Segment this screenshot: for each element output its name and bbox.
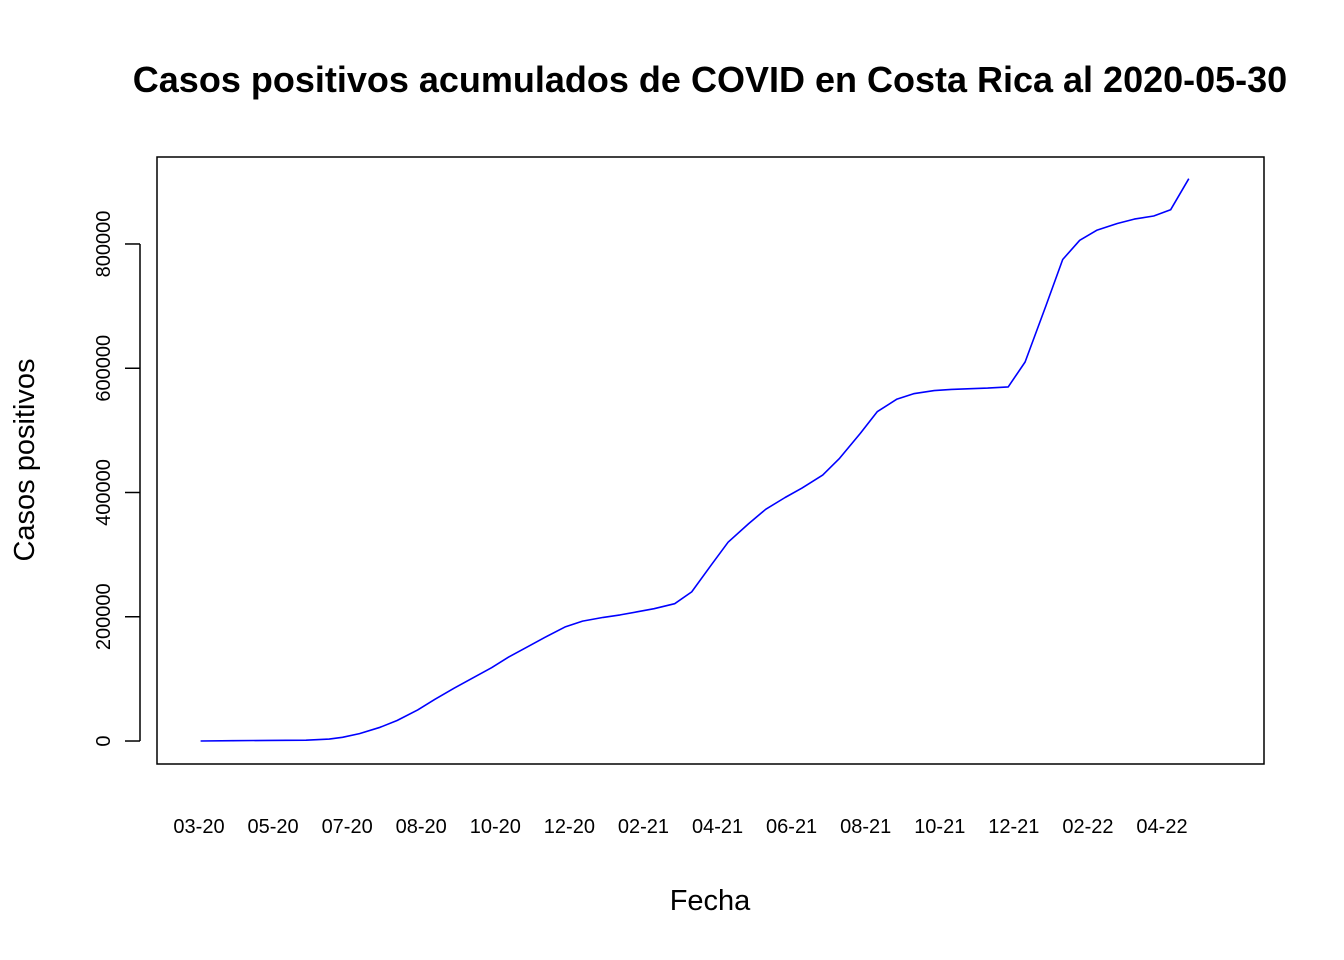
y-tick-label: 800000 (93, 211, 115, 278)
series-layer (200, 178, 1190, 742)
x-tick-label: 10-21 (914, 816, 965, 838)
x-axis: 03-20 05-20 07-20 08-20 10-20 12-20 02-21 04-21… (173, 816, 1187, 838)
x-tick-label: 12-21 (988, 816, 1039, 838)
x-tick-label: 08-20 (396, 816, 447, 838)
y-axis-title: Casos positivos (9, 358, 41, 561)
x-tick-label: 12-20 (544, 816, 595, 838)
x-axis-title: Fecha (670, 885, 751, 917)
y-tick-label: 400000 (93, 459, 115, 526)
y-tick-label: 200000 (93, 583, 115, 650)
x-tick-label: 07-20 (322, 816, 373, 838)
y-tick-label: 0 (93, 735, 115, 746)
x-tick-label: 04-22 (1136, 816, 1187, 838)
x-tick-label: 03-20 (173, 816, 224, 838)
series-line (200, 178, 1190, 742)
x-tick-label: 06-21 (766, 816, 817, 838)
y-tick-label: 600000 (93, 335, 115, 402)
x-tick-label: 10-20 (470, 816, 521, 838)
chart-title: Casos positivos acumulados de COVID en C… (133, 59, 1287, 100)
x-tick-label: 08-21 (840, 816, 891, 838)
plot-frame (156, 156, 1265, 765)
x-tick-label: 04-21 (692, 816, 743, 838)
y-axis: 0 200000 400000 600000 800000 (93, 211, 141, 747)
x-tick-label: 05-20 (247, 816, 298, 838)
x-tick-label: 02-21 (618, 816, 669, 838)
x-tick-label: 02-22 (1062, 816, 1113, 838)
